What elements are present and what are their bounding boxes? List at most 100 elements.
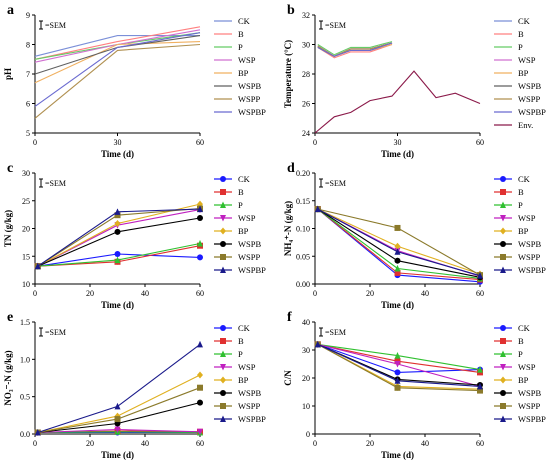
data-point: [314, 205, 321, 213]
data-point: [394, 377, 401, 384]
y-tick-label: 32: [302, 11, 310, 20]
data-point: [197, 384, 203, 391]
legend-label: WSPB: [238, 81, 261, 91]
legend-marker: [500, 403, 506, 409]
x-tick-label: 0: [33, 289, 37, 298]
data-point: [197, 428, 203, 436]
y-tick-label: 30: [302, 346, 310, 355]
legend-marker: [500, 201, 506, 208]
data-point: [477, 387, 483, 394]
series-line-CK: [34, 35, 200, 57]
series-line-P: [317, 41, 393, 56]
legend-label: WSPP: [518, 401, 540, 411]
legend-marker: [220, 176, 226, 182]
x-tick-label: 0: [313, 439, 317, 448]
sem-note: =SEM: [45, 21, 66, 30]
data-point: [114, 251, 121, 258]
x-tick-label: 0: [313, 289, 317, 298]
x-tick-label: 60: [476, 138, 484, 147]
y-tick-label: 0.20: [296, 169, 310, 178]
data-point: [114, 256, 121, 264]
data-point: [477, 366, 483, 373]
legend-marker: [220, 415, 226, 422]
x-tick-label: 60: [476, 439, 484, 448]
data-point: [477, 382, 483, 390]
legend-label: CK: [518, 323, 531, 333]
series-line-WSPB: [317, 208, 481, 278]
series-line-B: [34, 26, 201, 60]
x-axis-label: Time (d): [101, 300, 134, 310]
y-tick-label: 0.10: [296, 225, 310, 234]
legend-marker: [500, 350, 506, 357]
x-tick-label: 0: [313, 138, 317, 147]
legend-label: WSPB: [518, 239, 541, 249]
series-line-WSPP: [317, 208, 481, 276]
legend-label: WSP: [238, 55, 256, 65]
series-line-WSPP: [34, 43, 201, 119]
legend-marker: [500, 189, 506, 195]
data-point: [34, 262, 41, 270]
legend-marker: [500, 390, 506, 396]
x-tick-label: 40: [421, 289, 429, 298]
series-line-BP: [317, 208, 481, 275]
legend-marker: [220, 201, 226, 208]
legend-marker: [500, 364, 506, 371]
y-tick-label: 7: [26, 70, 30, 79]
legend-label: B: [238, 336, 244, 346]
legend-label: WSPP: [518, 94, 540, 104]
legend-label: P: [518, 200, 523, 210]
x-tick-label: 20: [86, 289, 94, 298]
panel-letter: d: [287, 161, 295, 176]
series-line-WSPBP: [317, 42, 393, 57]
legend-marker: [220, 254, 226, 260]
legend-label: WSPBP: [518, 414, 546, 424]
series-line-B: [317, 43, 393, 59]
x-axis-label: Time (d): [381, 450, 414, 460]
legend-label: CK: [238, 323, 251, 333]
legend-label: WSPBP: [238, 265, 266, 275]
x-axis-label: Time (d): [101, 450, 134, 460]
data-point: [394, 384, 401, 391]
y-tick-label: 30: [302, 41, 310, 50]
data-point: [197, 205, 203, 213]
legend-label: B: [238, 187, 244, 197]
legend-marker: [220, 215, 226, 222]
data-point: [197, 214, 203, 221]
y-tick-label: 0.0: [20, 430, 30, 439]
legend-label: P: [238, 200, 243, 210]
y-tick-label: 40: [302, 318, 310, 327]
data-point: [114, 228, 121, 235]
legend-label: CK: [238, 16, 251, 26]
sem-note: =SEM: [325, 328, 346, 337]
data-point: [394, 224, 401, 231]
legend-marker: [500, 266, 506, 273]
data-point: [394, 264, 401, 272]
data-point: [114, 426, 121, 434]
legend-label: WSPBP: [238, 414, 266, 424]
x-tick-label: 30: [394, 138, 402, 147]
x-tick-label: 60: [196, 439, 204, 448]
x-tick-label: 20: [86, 439, 94, 448]
data-point: [197, 254, 203, 261]
legend-label: WSPP: [238, 252, 260, 262]
data-point: [394, 257, 401, 264]
legend-label: WSPP: [518, 252, 540, 262]
y-tick-label: 10: [22, 280, 30, 289]
sem-note: =SEM: [45, 179, 66, 188]
x-tick-label: 60: [196, 138, 204, 147]
legend-label: CK: [518, 174, 531, 184]
legend-marker: [220, 338, 226, 344]
sem-note: =SEM: [325, 21, 346, 30]
data-point: [34, 429, 41, 436]
x-tick-label: 40: [141, 439, 149, 448]
data-point: [114, 416, 121, 423]
data-point: [394, 352, 401, 359]
legend-marker: [500, 338, 506, 344]
data-point: [314, 340, 321, 348]
